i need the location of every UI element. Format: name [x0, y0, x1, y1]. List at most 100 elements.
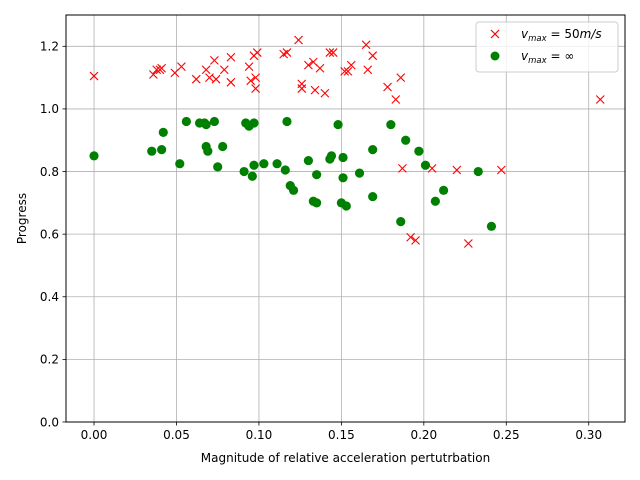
- data-point-x-marker: [201, 65, 211, 75]
- legend-label-inf: vmax = ∞: [521, 49, 574, 66]
- y-tick-label: 0.6: [40, 227, 59, 241]
- data-point-x-marker: [149, 70, 158, 79]
- data-point-x-marker: [210, 56, 219, 65]
- y-tick-label: 1.0: [40, 102, 59, 116]
- data-point-x-marker: [463, 239, 473, 248]
- data-point-circle-marker: [338, 152, 348, 163]
- data-point-x-marker: [252, 48, 262, 57]
- data-point-circle-marker: [439, 185, 449, 195]
- data-point-x-marker: [297, 84, 307, 93]
- data-point-x-marker: [315, 63, 325, 73]
- legend-dot-marker: [490, 51, 500, 61]
- data-point-x-marker: [320, 88, 330, 98]
- data-point-circle-marker: [354, 168, 365, 178]
- data-point-circle-marker: [288, 185, 299, 195]
- data-point-circle-marker: [89, 151, 99, 161]
- data-point-x-marker: [396, 73, 406, 83]
- data-point-circle-marker: [414, 146, 424, 156]
- data-point-circle-marker: [209, 116, 220, 127]
- data-point-x-marker: [328, 48, 338, 57]
- x-tick-label: 0.10: [246, 428, 273, 442]
- data-point-x-marker: [219, 65, 229, 75]
- data-point-circle-marker: [282, 116, 292, 127]
- data-point-x-marker: [411, 236, 420, 245]
- data-point-x-marker: [398, 164, 407, 173]
- legend-box: [475, 21, 619, 73]
- data-point-x-marker: [310, 85, 320, 95]
- data-point-x-marker: [346, 60, 356, 70]
- data-point-x-marker: [363, 65, 373, 75]
- data-point-x-marker: [282, 48, 292, 57]
- data-point-circle-marker: [280, 165, 290, 175]
- data-point-circle-marker: [147, 146, 157, 156]
- data-point-x-marker: [157, 63, 167, 73]
- data-point-x-marker: [452, 165, 462, 175]
- x-tick-label: 0.20: [410, 428, 437, 442]
- data-point-circle-marker: [473, 166, 483, 177]
- data-point-circle-marker: [175, 159, 185, 169]
- data-point-x-marker: [152, 65, 162, 75]
- data-point-circle-marker: [333, 119, 343, 130]
- legend-x-marker: [490, 29, 500, 39]
- data-point-x-marker: [343, 66, 353, 76]
- data-point-circle-marker: [213, 162, 223, 172]
- data-point-x-marker: [191, 74, 201, 84]
- data-point-circle-marker: [312, 198, 322, 208]
- data-point-circle-marker: [249, 118, 259, 128]
- plot-frame: [65, 14, 626, 423]
- legend: vmax = 50m/s vmax = ∞: [475, 21, 619, 73]
- data-point-circle-marker: [338, 173, 348, 183]
- data-point-circle-marker: [201, 119, 211, 130]
- data-point-x-marker: [177, 62, 186, 72]
- data-point-circle-marker: [368, 145, 378, 155]
- data-point-x-marker: [368, 51, 378, 61]
- data-point-circle-marker: [181, 116, 191, 127]
- data-point-circle-marker: [158, 127, 168, 138]
- data-point-x-marker: [205, 73, 214, 83]
- data-point-x-marker: [406, 232, 416, 242]
- data-point-circle-marker: [420, 160, 431, 170]
- x-axis-ticks: 0.00 0.05 0.10 0.15 0.20 0.25 0.30: [81, 422, 602, 442]
- y-tick-label: 0.0: [40, 415, 59, 429]
- data-point-circle-marker: [386, 119, 396, 130]
- y-axis-ticks: 0.0 0.2 0.4 0.6 0.8 1.0 1.2: [40, 40, 66, 429]
- data-point-x-marker: [595, 95, 605, 104]
- data-point-x-marker: [244, 62, 254, 72]
- y-axis-label: Progress: [15, 193, 29, 244]
- data-point-circle-marker: [341, 201, 351, 211]
- data-point-circle-marker: [486, 221, 497, 231]
- data-points: [89, 35, 605, 248]
- y-tick-label: 0.2: [40, 353, 59, 367]
- legend-item-50ms: vmax = 50m/s: [490, 27, 602, 44]
- x-tick-label: 0.05: [163, 428, 190, 442]
- data-point-x-marker: [304, 60, 313, 70]
- x-tick-label: 0.00: [81, 428, 108, 442]
- series-vmax-inf: [89, 116, 497, 231]
- data-point-circle-marker: [326, 151, 337, 161]
- y-tick-label: 0.4: [40, 290, 59, 304]
- data-point-x-marker: [211, 74, 221, 84]
- data-point-circle-marker: [259, 159, 269, 169]
- data-point-x-marker: [251, 84, 261, 93]
- legend-label-50ms: vmax = 50m/s: [521, 27, 602, 44]
- y-tick-label: 1.2: [40, 40, 59, 54]
- x-tick-label: 0.30: [575, 428, 602, 442]
- data-point-x-marker: [391, 95, 401, 104]
- data-point-circle-marker: [249, 160, 259, 170]
- data-point-x-marker: [251, 73, 261, 83]
- data-point-circle-marker: [218, 141, 228, 152]
- data-point-circle-marker: [157, 145, 167, 155]
- data-point-x-marker: [226, 77, 236, 87]
- data-point-x-marker: [294, 35, 303, 45]
- data-point-circle-marker: [396, 217, 406, 227]
- data-point-circle-marker: [272, 159, 282, 169]
- data-point-x-marker: [325, 48, 335, 57]
- x-axis-label: Magnitude of relative acceleration pertu…: [201, 451, 490, 465]
- data-point-circle-marker: [239, 166, 249, 177]
- legend-item-inf: vmax = ∞: [490, 49, 574, 66]
- data-point-circle-marker: [247, 171, 257, 181]
- data-point-x-marker: [496, 165, 506, 175]
- series-vmax-50: [89, 35, 605, 248]
- y-tick-label: 0.8: [40, 165, 59, 179]
